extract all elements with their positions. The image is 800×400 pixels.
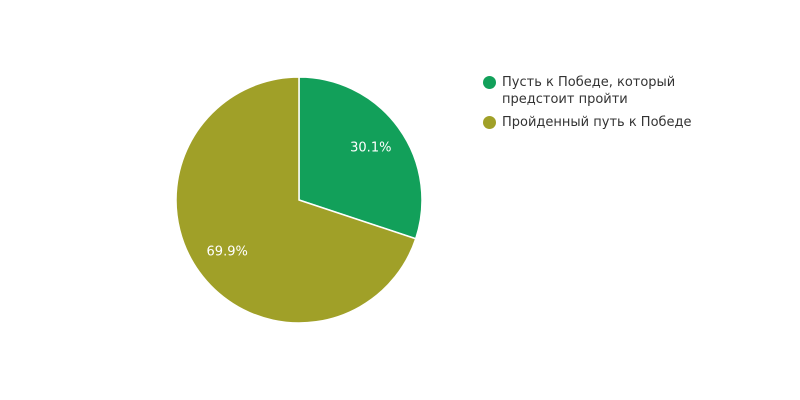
legend-item: Пусть к Победе, который предстоит пройти	[483, 74, 693, 108]
legend: Пусть к Победе, который предстоит пройти…	[483, 74, 693, 137]
legend-item: Пройденный путь к Победе	[483, 114, 693, 131]
pie-slice	[175, 76, 417, 324]
slice-label: 69.9%	[207, 244, 248, 259]
legend-label: Пройденный путь к Победе	[502, 115, 692, 130]
legend-label: Пусть к Победе, который предстоит пройти	[502, 75, 676, 107]
slice-label: 30.1%	[350, 141, 391, 156]
legend-marker	[483, 76, 496, 89]
legend-marker	[483, 116, 496, 129]
pie-slice	[298, 76, 423, 240]
